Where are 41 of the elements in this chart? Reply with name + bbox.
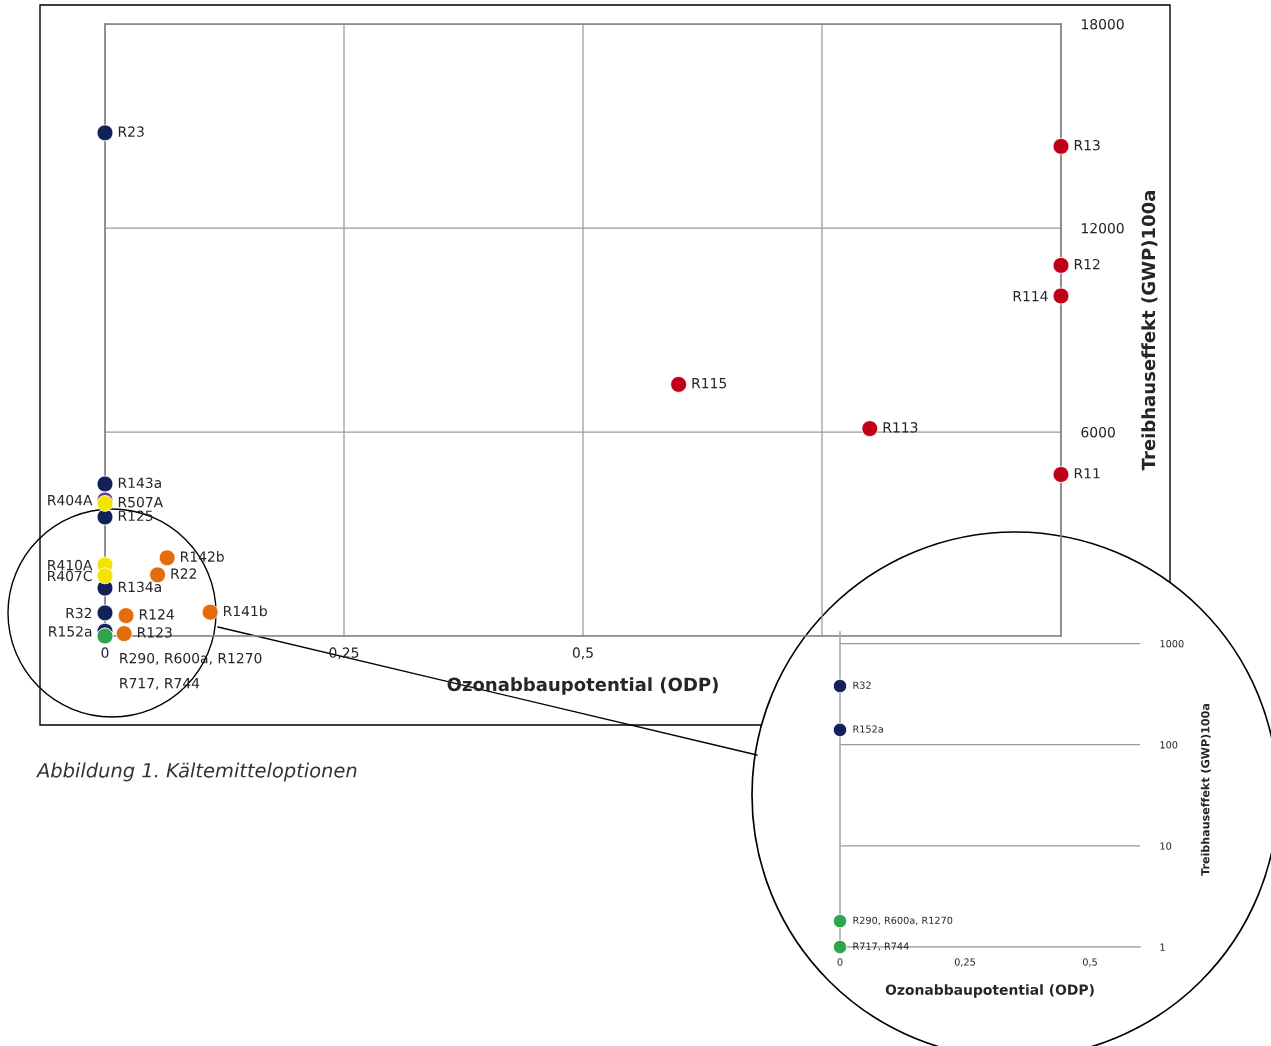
- data-label: R717, R744: [853, 942, 909, 951]
- y-tick-label: 6000: [1081, 426, 1115, 438]
- y-axis-title: Treibhauseffekt (GWP)100a: [1141, 191, 1158, 471]
- data-label: R114: [1013, 291, 1048, 302]
- data-label: R32: [66, 607, 92, 619]
- data-label: R32: [853, 681, 871, 689]
- data-label: R125: [118, 510, 153, 522]
- data-label: R124: [139, 609, 174, 620]
- data-label: R123: [137, 627, 172, 638]
- y-tick-label: 12000: [1081, 222, 1124, 234]
- x-tick-label: 0,5: [572, 647, 593, 660]
- data-label: R152a: [49, 626, 92, 637]
- data-label: R134a: [118, 581, 161, 593]
- x-axis-title: Ozonabbaupotential (ODP): [885, 984, 1094, 998]
- data-label: R23: [118, 126, 144, 137]
- data-label: R143a: [118, 477, 161, 489]
- y-tick-label: 100: [1160, 741, 1178, 749]
- x-tick-label: 0: [837, 958, 843, 966]
- y-tick-label: 10: [1160, 842, 1172, 850]
- data-label: R13: [1074, 139, 1100, 151]
- text: Abbildung 1. Kältemitteloptionen: [35, 762, 357, 782]
- data-label: R115: [692, 378, 727, 389]
- data-label: R507A: [118, 496, 164, 508]
- data-label: R22: [171, 568, 197, 579]
- data-label: R141b: [224, 605, 267, 617]
- data-label: R410A: [48, 559, 93, 571]
- data-label: R290, R600a, R1270: [853, 916, 953, 925]
- y-tick-label: 1: [1160, 943, 1165, 951]
- y-tick-label: 18000: [1081, 18, 1124, 30]
- x-tick-label: 0,5: [1082, 958, 1097, 967]
- x-tick-label: 0: [101, 647, 109, 658]
- x-tick-label: 0,25: [329, 647, 359, 660]
- data-label: R152a: [853, 725, 883, 733]
- y-tick-label: 1000: [1160, 640, 1184, 648]
- data-label: R113: [883, 422, 918, 433]
- data-label: R12: [1074, 258, 1100, 270]
- data-label: R407C: [48, 570, 92, 582]
- x-tick-label: 0,25: [954, 958, 975, 967]
- data-label: R11: [1074, 468, 1100, 479]
- y-axis-title: Treibhauseffekt (GWP)100a: [1200, 704, 1211, 876]
- data-label: R404A: [48, 494, 93, 506]
